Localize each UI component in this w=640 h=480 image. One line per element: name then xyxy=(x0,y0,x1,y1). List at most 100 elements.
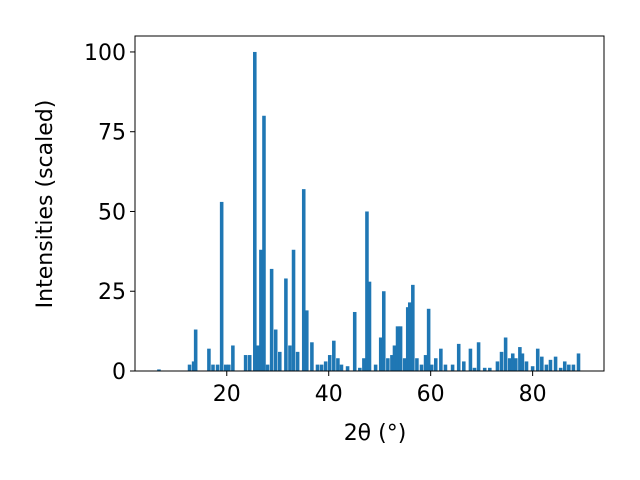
bar xyxy=(265,364,270,371)
bar xyxy=(476,342,481,371)
bar xyxy=(223,364,228,371)
bar xyxy=(247,355,252,371)
bar xyxy=(548,359,553,371)
bar xyxy=(567,364,571,371)
bar xyxy=(352,311,357,371)
bar xyxy=(277,351,282,371)
y-tick-label: 50 xyxy=(98,200,126,225)
bar xyxy=(510,353,515,371)
bar xyxy=(332,340,336,371)
bar xyxy=(405,307,410,371)
bar xyxy=(269,268,274,371)
bar xyxy=(507,358,512,371)
bar xyxy=(402,358,407,371)
bar xyxy=(378,337,383,371)
bar xyxy=(398,326,403,371)
bar xyxy=(535,348,540,371)
y-tick-label: 75 xyxy=(98,121,126,146)
bar xyxy=(499,351,504,371)
x-axis-label: 2θ (°) xyxy=(344,421,407,446)
bar xyxy=(468,348,473,371)
bar xyxy=(524,361,529,371)
bar xyxy=(336,358,340,371)
bar xyxy=(482,367,487,371)
bar xyxy=(215,364,220,371)
plot-frame xyxy=(134,35,605,372)
bar xyxy=(319,364,324,371)
bar xyxy=(495,361,500,371)
bar xyxy=(462,361,466,371)
bar xyxy=(562,361,567,371)
bar xyxy=(472,367,477,371)
bar xyxy=(514,358,518,371)
bar xyxy=(390,355,394,371)
bar xyxy=(327,355,332,371)
bar xyxy=(291,249,296,371)
bar xyxy=(301,189,306,371)
bar xyxy=(530,366,535,371)
bar xyxy=(395,326,400,371)
bar xyxy=(345,366,350,371)
bar xyxy=(253,51,257,371)
bar xyxy=(373,364,378,371)
bar xyxy=(367,281,372,371)
bar xyxy=(362,358,366,371)
bar xyxy=(339,364,344,371)
bar xyxy=(456,343,461,371)
bar xyxy=(392,345,397,371)
bar xyxy=(295,351,300,371)
bar xyxy=(518,347,522,371)
bar xyxy=(227,364,231,371)
bar xyxy=(558,367,563,371)
bar xyxy=(365,211,369,371)
bar xyxy=(439,348,443,371)
bar xyxy=(571,364,576,371)
bar xyxy=(157,369,161,371)
bar xyxy=(211,364,215,371)
bar xyxy=(576,353,581,371)
y-tick-label: 25 xyxy=(98,280,126,305)
bar xyxy=(305,310,309,371)
bar xyxy=(256,345,260,371)
bar xyxy=(310,342,314,371)
bar xyxy=(411,284,415,371)
bar xyxy=(419,364,424,371)
y-tick-label: 100 xyxy=(84,41,126,66)
bar xyxy=(323,361,328,371)
bar xyxy=(540,356,544,371)
x-tick-label: 60 xyxy=(417,382,445,407)
bar xyxy=(450,364,455,371)
bar xyxy=(429,364,434,371)
bar xyxy=(207,348,211,371)
bar xyxy=(231,345,235,371)
bar xyxy=(407,302,412,371)
bar xyxy=(262,115,266,371)
bar xyxy=(386,358,390,371)
bar xyxy=(443,364,448,371)
bar xyxy=(219,201,224,371)
bar xyxy=(553,356,558,371)
y-axis-label: Intensities (scaled) xyxy=(33,100,58,309)
bar xyxy=(193,329,198,371)
bar xyxy=(288,345,292,371)
bar xyxy=(426,308,431,371)
bar xyxy=(503,337,508,371)
bar xyxy=(381,291,386,371)
x-tick-label: 40 xyxy=(315,382,343,407)
x-tick-label: 80 xyxy=(519,382,547,407)
bar xyxy=(284,278,288,371)
bar xyxy=(187,364,192,371)
bar xyxy=(544,364,549,371)
bar xyxy=(488,367,492,371)
bar xyxy=(259,249,263,371)
y-tick-label: 0 xyxy=(112,360,126,385)
bar xyxy=(243,355,248,371)
bar xyxy=(423,355,428,371)
x-tick-label: 20 xyxy=(213,382,241,407)
bar xyxy=(520,353,525,371)
bar xyxy=(191,361,196,371)
bar xyxy=(273,329,278,371)
bar xyxy=(358,367,362,371)
